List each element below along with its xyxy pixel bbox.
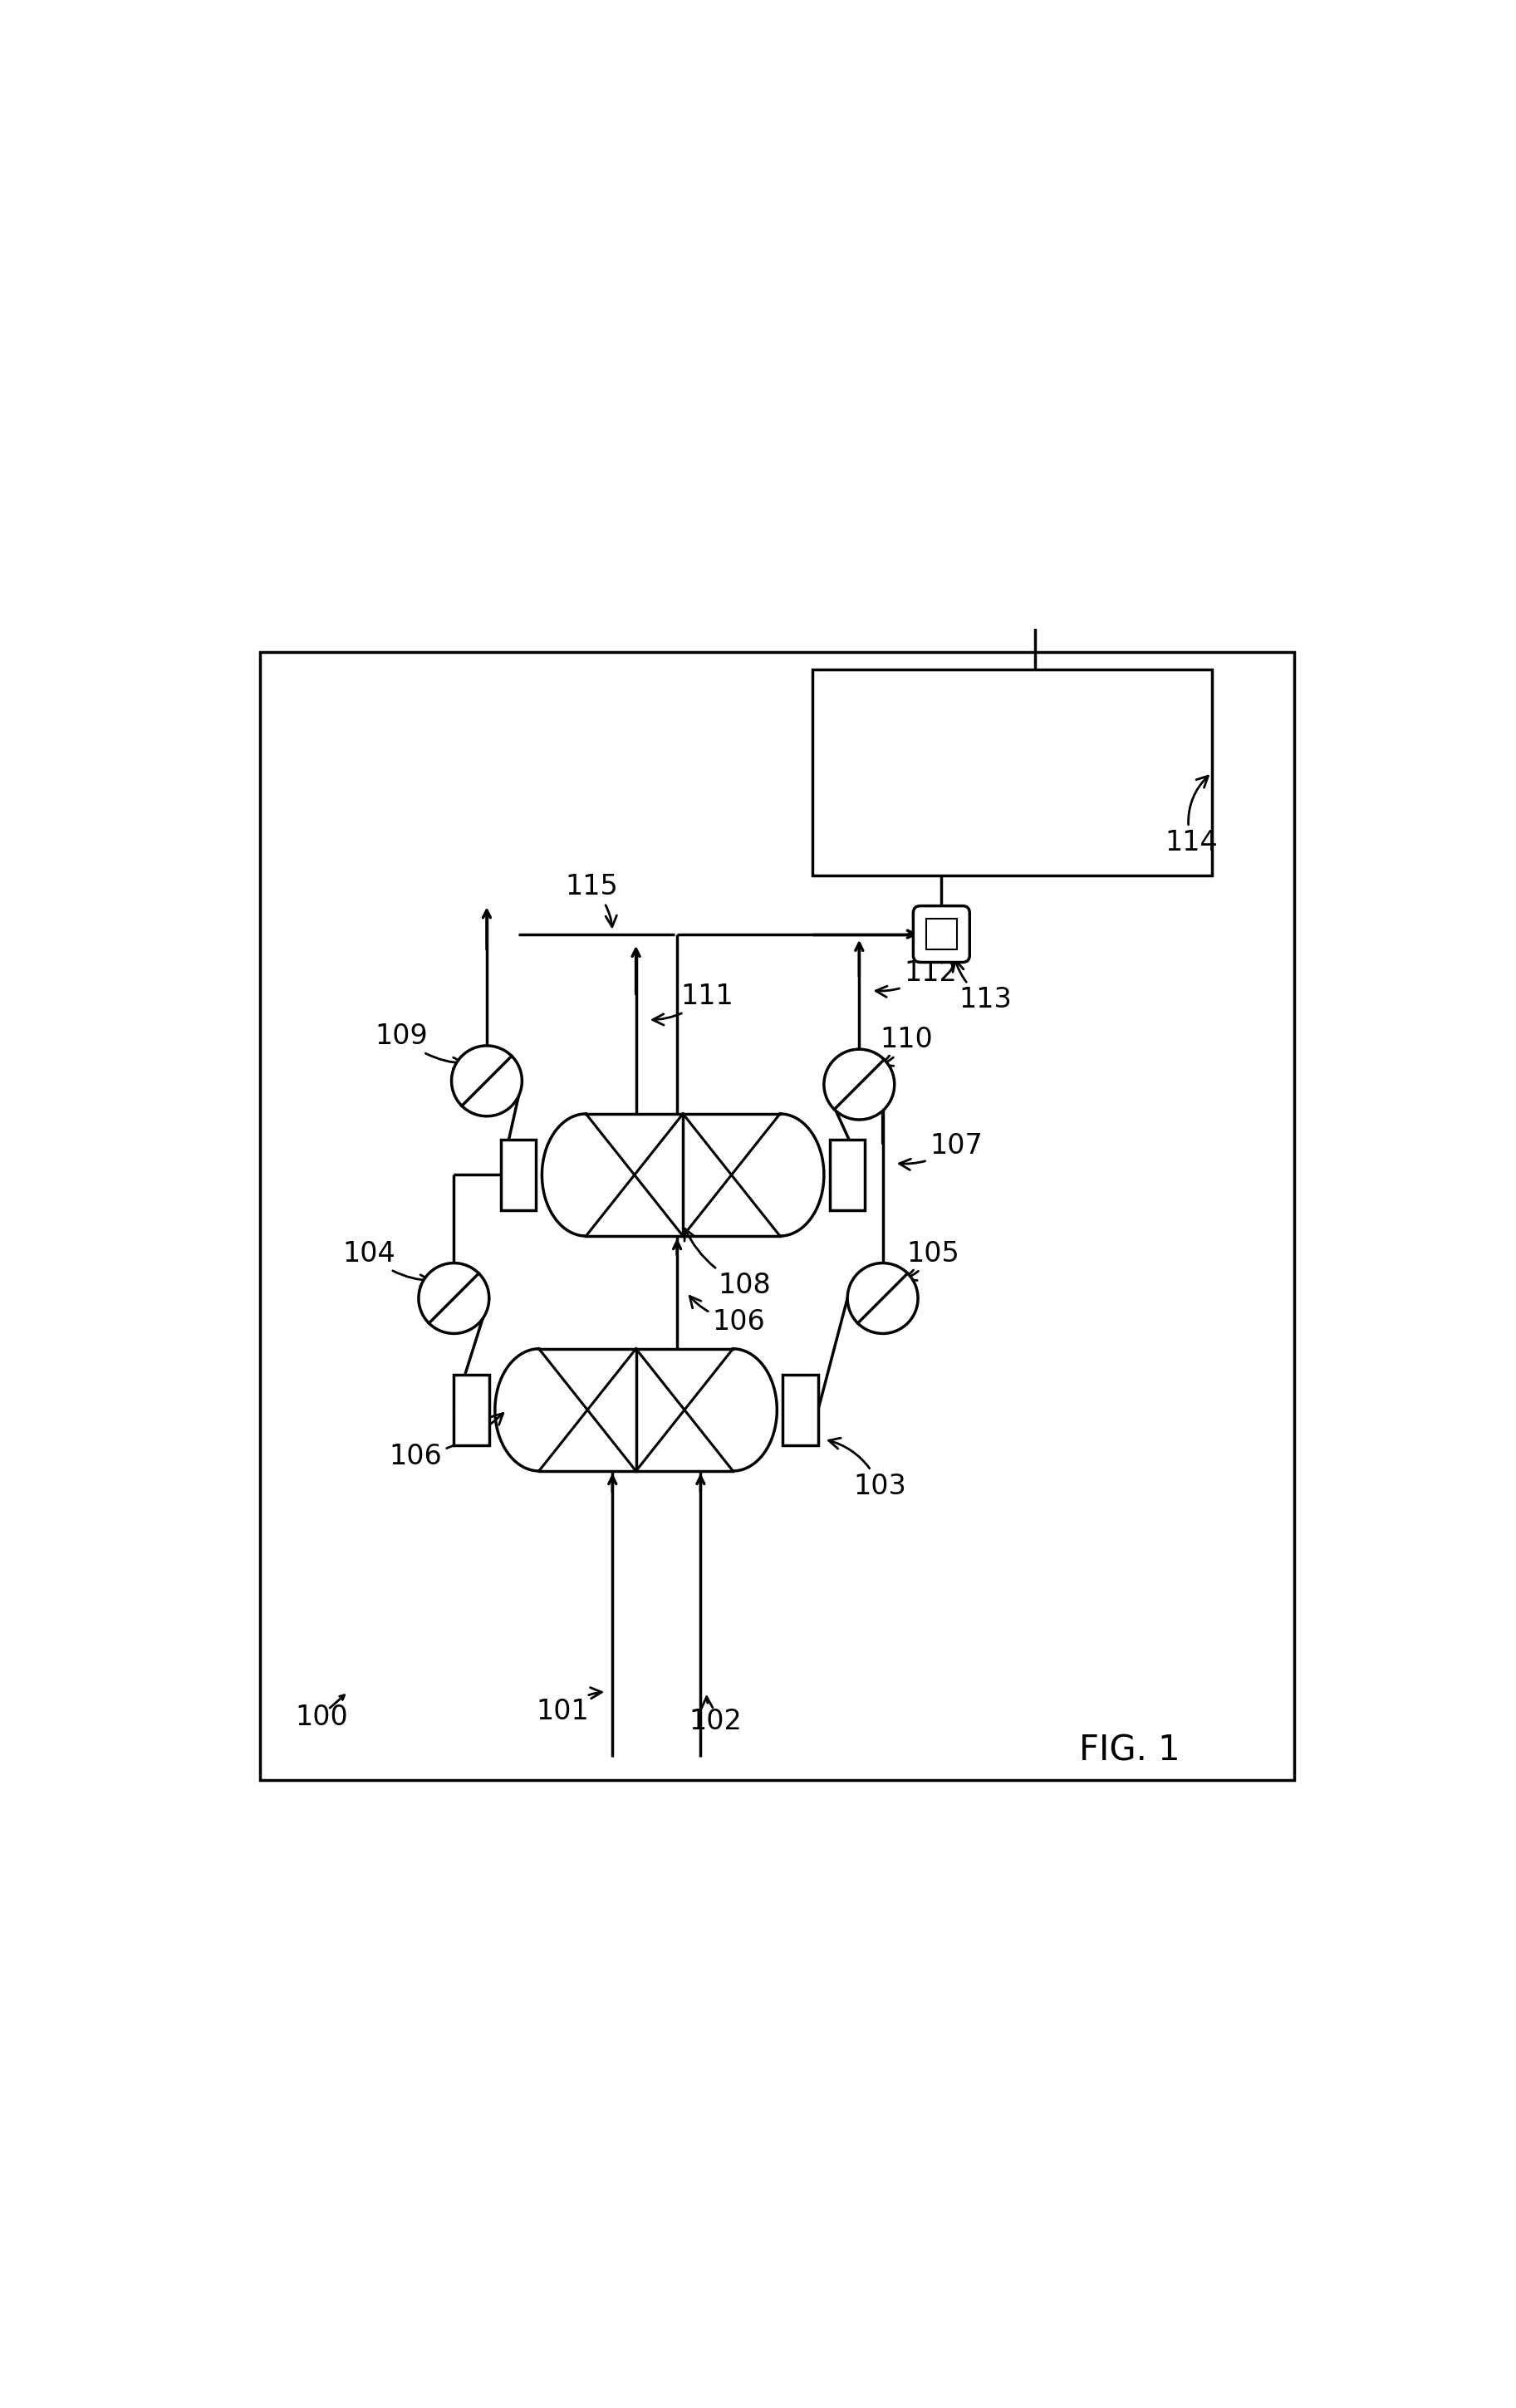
Text: 106: 106 bbox=[390, 1413, 503, 1471]
Text: 115: 115 bbox=[565, 874, 619, 927]
FancyBboxPatch shape bbox=[913, 905, 970, 963]
Circle shape bbox=[418, 1264, 490, 1334]
Bar bbox=[540, 1348, 732, 1471]
Text: 113: 113 bbox=[954, 961, 1013, 1014]
Polygon shape bbox=[543, 1115, 587, 1235]
Circle shape bbox=[823, 1050, 894, 1120]
Text: 105: 105 bbox=[905, 1240, 960, 1281]
Bar bbox=[829, 1139, 866, 1211]
Text: 104: 104 bbox=[343, 1240, 432, 1286]
Text: 102: 102 bbox=[688, 1698, 741, 1734]
Text: 112: 112 bbox=[876, 958, 957, 997]
Text: 111: 111 bbox=[652, 982, 734, 1026]
Bar bbox=[782, 1375, 819, 1445]
Text: 107: 107 bbox=[899, 1132, 982, 1170]
Text: FIG. 1: FIG. 1 bbox=[1079, 1734, 1179, 1767]
Bar bbox=[587, 1115, 779, 1235]
Text: 109: 109 bbox=[374, 1023, 464, 1069]
Bar bbox=[926, 920, 957, 949]
Text: 110: 110 bbox=[881, 1026, 934, 1067]
Text: 100: 100 bbox=[296, 1705, 349, 1731]
Text: 114: 114 bbox=[1164, 775, 1217, 857]
Bar bbox=[813, 669, 1211, 877]
Polygon shape bbox=[496, 1348, 540, 1471]
Text: 106: 106 bbox=[690, 1296, 766, 1336]
Circle shape bbox=[847, 1264, 917, 1334]
Text: 108: 108 bbox=[685, 1228, 772, 1298]
Text: 101: 101 bbox=[537, 1688, 602, 1727]
Bar bbox=[453, 1375, 490, 1445]
Bar bbox=[261, 653, 1293, 1780]
Polygon shape bbox=[779, 1115, 823, 1235]
Circle shape bbox=[452, 1045, 522, 1117]
Bar bbox=[500, 1139, 537, 1211]
Text: 103: 103 bbox=[829, 1438, 907, 1500]
Polygon shape bbox=[732, 1348, 776, 1471]
